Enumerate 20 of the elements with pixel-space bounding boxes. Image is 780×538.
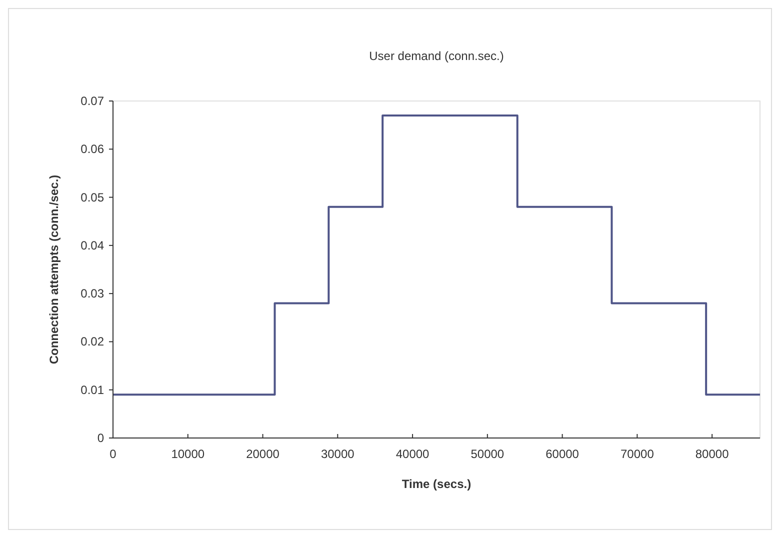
x-tick-label: 40000 bbox=[396, 447, 430, 461]
y-axis-title: Connection attempts (conn./sec.) bbox=[47, 174, 61, 364]
y-tick-label: 0.07 bbox=[80, 94, 104, 108]
x-tick-label: 30000 bbox=[320, 447, 355, 461]
y-tick-label: 0.02 bbox=[80, 334, 104, 349]
y-tick-label: 0.04 bbox=[80, 238, 104, 252]
x-tick-label: 80000 bbox=[695, 447, 730, 461]
y-tick-label: 0.01 bbox=[80, 382, 104, 397]
x-tick-label: 50000 bbox=[470, 447, 504, 461]
x-tick-label: 10000 bbox=[171, 447, 205, 461]
y-tick-label: 0.05 bbox=[80, 190, 104, 204]
y-tick-label: 0 bbox=[97, 431, 104, 445]
x-tick-label: 70000 bbox=[620, 447, 654, 461]
y-tick-label: 0.03 bbox=[80, 286, 104, 301]
x-tick-label: 20000 bbox=[246, 447, 280, 461]
x-tick-label: 0 bbox=[110, 447, 117, 461]
y-tick-label: 0.06 bbox=[80, 142, 104, 156]
x-tick-label: 60000 bbox=[546, 447, 580, 461]
x-axis-title: Time (secs.) bbox=[402, 477, 472, 491]
chart-title: User demand (conn.sec.) bbox=[369, 49, 504, 63]
